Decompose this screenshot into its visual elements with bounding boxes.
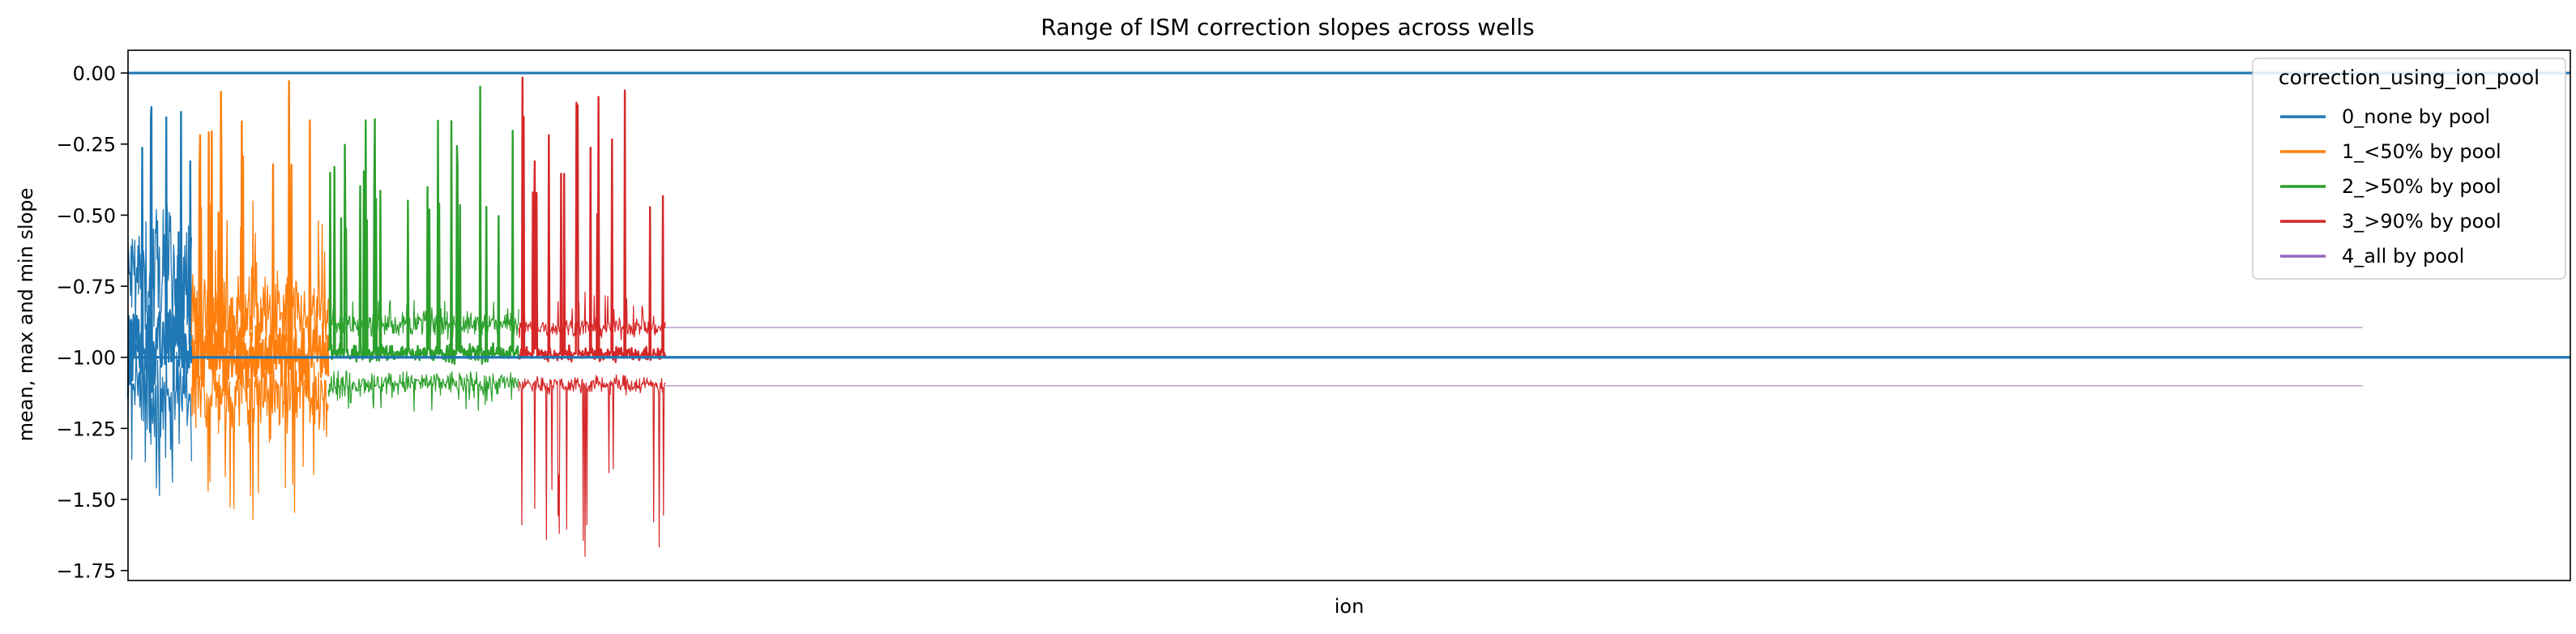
series-2-min-line <box>327 370 519 412</box>
legend-item-4: 4_all by pool <box>2280 245 2464 268</box>
legend-item-2: 2_>50% by pool <box>2280 175 2501 198</box>
series-1-mean-line <box>190 79 330 396</box>
series-3-min-line <box>518 374 666 557</box>
legend-label: 1_<50% by pool <box>2342 140 2501 163</box>
series-2 <box>327 85 520 412</box>
plot-series <box>126 76 2363 557</box>
legend-label: 0_none by pool <box>2342 105 2490 128</box>
y-tick-label: −1.00 <box>56 347 116 370</box>
legend-item-0: 0_none by pool <box>2280 105 2490 128</box>
chart-title: Range of ISM correction slopes across we… <box>1040 14 1534 41</box>
series-1-max-line <box>190 200 329 367</box>
y-tick-label: −0.25 <box>56 134 116 156</box>
series-3-mean-line <box>518 76 667 363</box>
series-2-mean-line <box>327 85 520 365</box>
legend-label: 3_>90% by pool <box>2342 210 2501 233</box>
y-axis: 0.00 −0.25 −0.50 −0.75 −1.00 −1.25 −1.50 −1.75 <box>56 62 128 583</box>
legend-label: 2_>50% by pool <box>2342 175 2501 198</box>
y-tick-label: −1.50 <box>56 489 116 512</box>
reference-lines <box>128 71 2570 359</box>
y-tick-label: −1.75 <box>56 560 116 583</box>
series-0-min-line <box>127 315 193 497</box>
y-tick-label: −1.25 <box>56 418 116 440</box>
x-axis-label: ion <box>1335 595 1365 618</box>
legend-title: correction_using_ion_pool <box>2279 66 2540 89</box>
y-tick-label: −0.75 <box>56 276 116 298</box>
y-tick-label: 0.00 <box>73 62 116 85</box>
legend-item-3: 3_>90% by pool <box>2280 210 2501 233</box>
plot-frame <box>127 49 2571 581</box>
series-3-max-line <box>518 291 666 341</box>
legend: correction_using_ion_pool 0_none by pool… <box>2252 58 2566 280</box>
y-axis-label: mean, max and min slope <box>15 188 37 442</box>
series-0-mean-line <box>126 105 193 413</box>
series-1 <box>190 79 330 520</box>
series-2-max-line <box>327 300 519 341</box>
series-0 <box>126 105 193 497</box>
series-1-min-line <box>190 334 329 520</box>
y-tick-label: −0.50 <box>56 204 116 227</box>
legend-items: 0_none by pool 1_<50% by pool 2_>50% by po… <box>2280 105 2501 268</box>
legend-item-1: 1_<50% by pool <box>2280 140 2501 163</box>
series-3 <box>518 76 667 557</box>
legend-label: 4_all by pool <box>2342 245 2464 268</box>
legend-box <box>2252 58 2566 280</box>
